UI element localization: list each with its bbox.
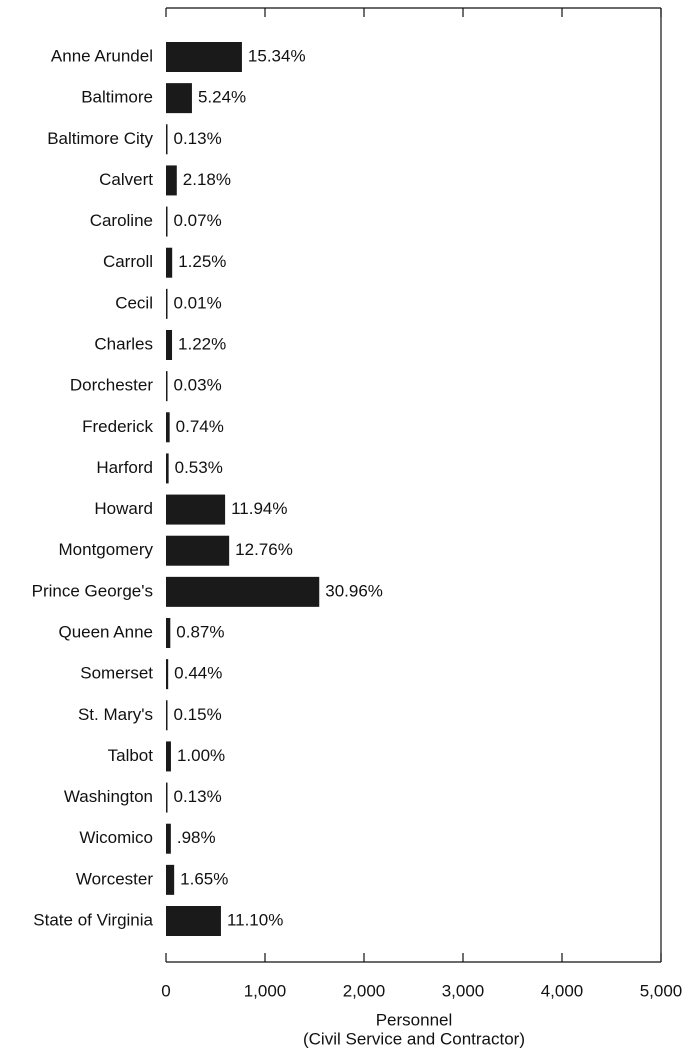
bar xyxy=(166,782,168,813)
y-tick-label: St. Mary's xyxy=(78,705,153,724)
x-axis-label: Personnel xyxy=(376,1010,453,1029)
y-tick-label: Anne Arundel xyxy=(51,46,153,65)
y-tick-label: Montgomery xyxy=(59,540,154,559)
x-tick-label: 1,000 xyxy=(244,981,287,1000)
y-tick-label: Washington xyxy=(64,787,153,806)
value-label: 1.22% xyxy=(178,334,226,353)
bar xyxy=(166,124,168,155)
value-label: 1.25% xyxy=(178,252,226,271)
bar xyxy=(166,288,168,319)
bar xyxy=(166,330,173,360)
bar xyxy=(166,165,177,196)
bar xyxy=(166,659,169,690)
value-label: 0.07% xyxy=(174,211,222,230)
value-label: 12.76% xyxy=(235,540,293,559)
value-label: 0.53% xyxy=(175,458,223,477)
x-tick-label: 5,000 xyxy=(640,981,683,1000)
y-tick-label: Caroline xyxy=(90,211,153,230)
y-tick-label: Cecil xyxy=(115,293,153,312)
y-tick-label: Harford xyxy=(96,458,153,477)
bar xyxy=(166,618,171,648)
y-tick-label: State of Virginia xyxy=(33,910,153,929)
bar xyxy=(166,206,168,237)
bar xyxy=(166,700,168,731)
value-label: 0.44% xyxy=(174,664,222,683)
y-tick-label: Carroll xyxy=(103,252,153,271)
y-tick-label: Dorchester xyxy=(70,376,153,395)
bar xyxy=(166,741,171,772)
value-label: 2.18% xyxy=(183,170,231,189)
bar xyxy=(166,453,169,484)
bar xyxy=(166,371,168,402)
y-tick-label: Somerset xyxy=(80,664,153,683)
value-label: 15.34% xyxy=(248,46,306,65)
value-label: 0.13% xyxy=(174,129,222,148)
value-label: 30.96% xyxy=(325,581,383,600)
value-label: 1.65% xyxy=(180,869,228,888)
x-tick-label: 0 xyxy=(161,981,170,1000)
x-tick-label: 2,000 xyxy=(343,981,386,1000)
value-label: 11.10% xyxy=(227,910,283,929)
y-tick-label: Worcester xyxy=(76,869,153,888)
y-tick-label: Baltimore City xyxy=(47,129,153,148)
x-axis-label: (Civil Service and Contractor) xyxy=(303,1029,525,1048)
value-label: 5.24% xyxy=(198,88,246,107)
value-label: 0.15% xyxy=(174,705,222,724)
bar xyxy=(166,247,173,278)
value-label: 0.03% xyxy=(174,376,222,395)
y-tick-label: Charles xyxy=(94,334,153,353)
y-tick-label: Baltimore xyxy=(81,88,153,107)
y-tick-label: Talbot xyxy=(108,746,154,765)
y-tick-label: Howard xyxy=(94,499,153,518)
bar xyxy=(166,83,192,114)
value-label: 0.87% xyxy=(176,622,224,641)
value-label: 11.94% xyxy=(231,499,287,518)
bar xyxy=(166,576,320,607)
bar xyxy=(166,823,171,854)
x-tick-label: 3,000 xyxy=(442,981,485,1000)
bar xyxy=(166,535,230,566)
value-label: 1.00% xyxy=(177,746,225,765)
y-tick-label: Prince George's xyxy=(32,581,153,600)
y-tick-label: Wicomico xyxy=(79,828,153,847)
y-tick-label: Queen Anne xyxy=(58,622,153,641)
y-tick-label: Frederick xyxy=(82,417,153,436)
bar xyxy=(166,412,170,443)
value-label: 0.74% xyxy=(176,417,224,436)
bar xyxy=(166,494,226,525)
bar xyxy=(166,42,242,72)
value-label: 0.13% xyxy=(174,787,222,806)
x-tick-label: 4,000 xyxy=(541,981,584,1000)
value-label: 0.01% xyxy=(174,293,222,312)
bar xyxy=(166,864,175,895)
value-label: .98% xyxy=(177,828,216,847)
bar xyxy=(166,906,221,936)
y-tick-label: Calvert xyxy=(99,170,153,189)
